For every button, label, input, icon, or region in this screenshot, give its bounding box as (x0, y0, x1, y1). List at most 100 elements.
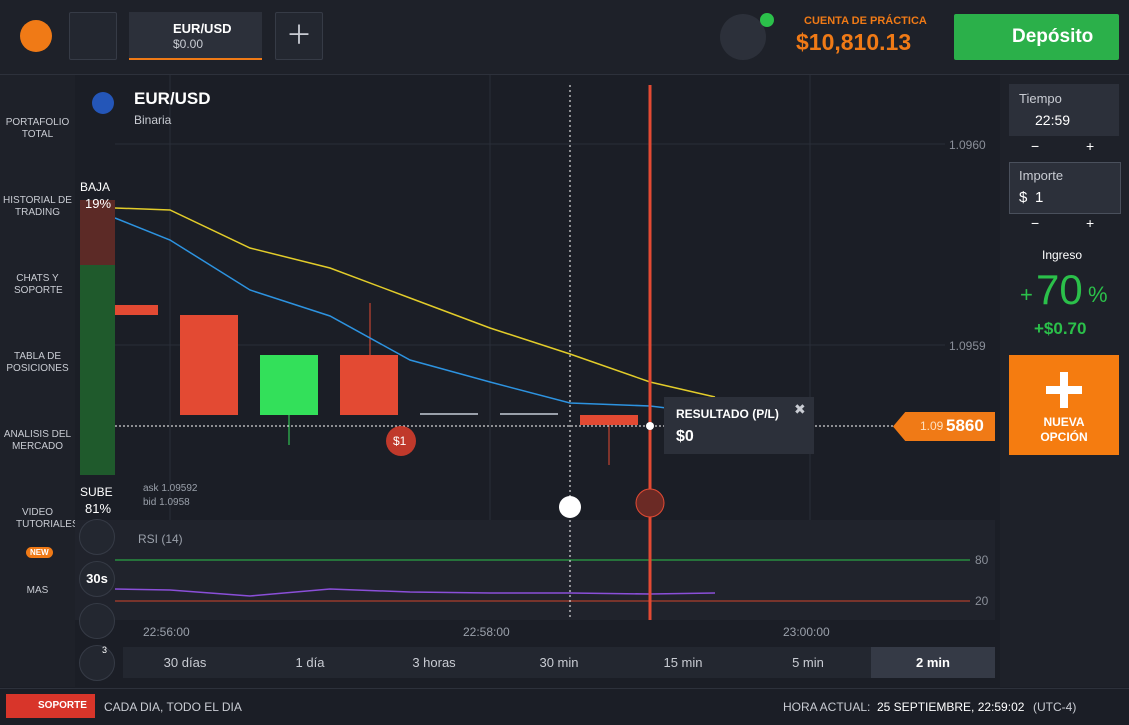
logo[interactable] (20, 20, 52, 52)
draw-button[interactable] (79, 603, 115, 639)
new-option-label: NUEVA OPCIÓN (1040, 415, 1088, 444)
trade-marker[interactable] (386, 426, 416, 456)
indicators-count: 3 (102, 645, 108, 655)
clock-value: 25 SEPTIEMBRE, 22:59:02 (877, 700, 1025, 714)
sidebar-item[interactable]: PORTAFOLIO TOTAL (5, 117, 70, 140)
up-label: SUBE (80, 485, 113, 499)
current-price-suffix: 5860 (946, 416, 984, 435)
amount-value[interactable]: 1 (1035, 189, 1044, 206)
asset-tab-value: $0.00 (173, 37, 204, 51)
asset-type: Binaria (134, 113, 172, 127)
rsi-level: 20 (975, 594, 989, 608)
deposit-label: Depósito (1012, 26, 1094, 47)
time-box-value[interactable]: 22:59 (1035, 112, 1071, 128)
timeframe[interactable]: 30 días (163, 655, 207, 670)
amount-box (1009, 162, 1121, 214)
result-title: RESULTADO (P/L) (676, 407, 779, 421)
result-value: $0 (676, 428, 694, 445)
timeframe[interactable]: 3 horas (412, 655, 456, 670)
plus-icon-v (1060, 372, 1068, 408)
amount-minus[interactable]: − (1031, 215, 1040, 231)
chart-asset[interactable]: EUR/USD (134, 89, 211, 108)
result-box (664, 397, 814, 454)
down-strength (80, 200, 115, 265)
sidebar-item[interactable]: HISTORIAL DE TRADING (3, 195, 72, 218)
timeframe[interactable]: 30 min (539, 655, 579, 670)
current-price-prefix: 1.09 (920, 419, 944, 433)
trade-point (646, 422, 654, 430)
income-value: +$0.70 (1034, 319, 1087, 338)
flag-icon (92, 92, 114, 114)
indicator-name: RSI (14) (138, 532, 183, 546)
support-hours: CADA DIA, TODO EL DIA (104, 700, 242, 714)
clock-label: HORA ACTUAL: (783, 700, 871, 714)
new-badge: NEW (26, 547, 53, 558)
check-icon (760, 13, 774, 27)
moving-average (114, 217, 701, 413)
close-result[interactable]: ✖ (794, 401, 806, 417)
deposit-button[interactable] (954, 14, 1119, 60)
down-pct: 19% (85, 196, 112, 211)
time-label: 23:00:00 (783, 625, 830, 639)
current-price-tag (893, 412, 995, 441)
time-plus[interactable]: + (1086, 138, 1095, 154)
chart-canvas (75, 75, 995, 620)
indicators-button[interactable] (79, 645, 115, 681)
rsi-level: 80 (975, 553, 989, 567)
sentiment-bar (80, 200, 115, 475)
timeframe-selected[interactable]: 2 min (871, 647, 995, 678)
support-button[interactable] (6, 694, 95, 718)
candle (340, 355, 398, 415)
sidebar (0, 75, 75, 687)
sidebar-item[interactable]: CHATS Y SOPORTE (14, 273, 63, 296)
trade-marker-label: $1 (393, 434, 407, 448)
sidebar-item[interactable]: TABLA DE POSICIONES (6, 351, 69, 374)
asset-tab-name: EUR/USD (173, 21, 232, 36)
camera-button[interactable] (720, 14, 766, 60)
timeframe[interactable]: 5 min (792, 655, 824, 670)
price-level: 1.0960 (949, 138, 986, 152)
expiry-flag[interactable] (635, 488, 665, 518)
chart-type-button[interactable] (79, 519, 115, 555)
rsi-line (114, 588, 716, 597)
time-label: 22:58:00 (463, 625, 510, 639)
ask: ask 1.09592 (143, 483, 198, 494)
income-pct: 70 (1036, 266, 1083, 313)
sidebar-item[interactable]: VIDEO TUTORIALES (16, 507, 79, 530)
interval-button[interactable]: 30s (79, 561, 115, 597)
amount-plus[interactable]: + (1086, 215, 1095, 231)
timeframe[interactable]: 1 día (295, 655, 325, 670)
sidebar-item[interactable]: MAS (26, 585, 49, 596)
sidebar-item[interactable]: ANALISIS DEL MERCADO (3, 429, 72, 452)
timeframe[interactable]: 15 min (663, 655, 703, 670)
down-label: BAJA (80, 180, 111, 194)
asset-tab[interactable] (129, 12, 262, 60)
time-minus[interactable]: − (1031, 138, 1040, 154)
account-label: CUENTA DE PRÁCTICA (804, 15, 927, 27)
time-label: 22:56:00 (143, 625, 190, 639)
footer (0, 688, 1129, 725)
pct-sign: % (1088, 282, 1108, 307)
income-label: Ingreso (1042, 248, 1083, 262)
bid: bid 1.0958 (143, 497, 190, 508)
amount-box-label: Importe (1019, 168, 1064, 183)
rsi-panel (75, 520, 995, 620)
grid-button[interactable] (69, 12, 117, 60)
candle (180, 315, 238, 415)
time-box (1009, 84, 1119, 136)
balance[interactable]: $10,810.13 (796, 29, 912, 55)
up-strength (80, 265, 115, 475)
income-sign: + (1020, 282, 1033, 307)
candle (580, 415, 638, 425)
timezone: (UTC-4) (1033, 700, 1077, 714)
candle (115, 305, 158, 315)
up-pct: 81% (85, 501, 112, 516)
candle (260, 355, 318, 415)
support-label: SOPORTE (38, 700, 87, 711)
price-level: 1.0959 (949, 339, 986, 353)
amount-currency: $ (1019, 189, 1028, 206)
add-asset-button[interactable]: ＋ (275, 12, 323, 60)
moving-average (114, 207, 716, 398)
timer-icon[interactable] (559, 496, 581, 518)
